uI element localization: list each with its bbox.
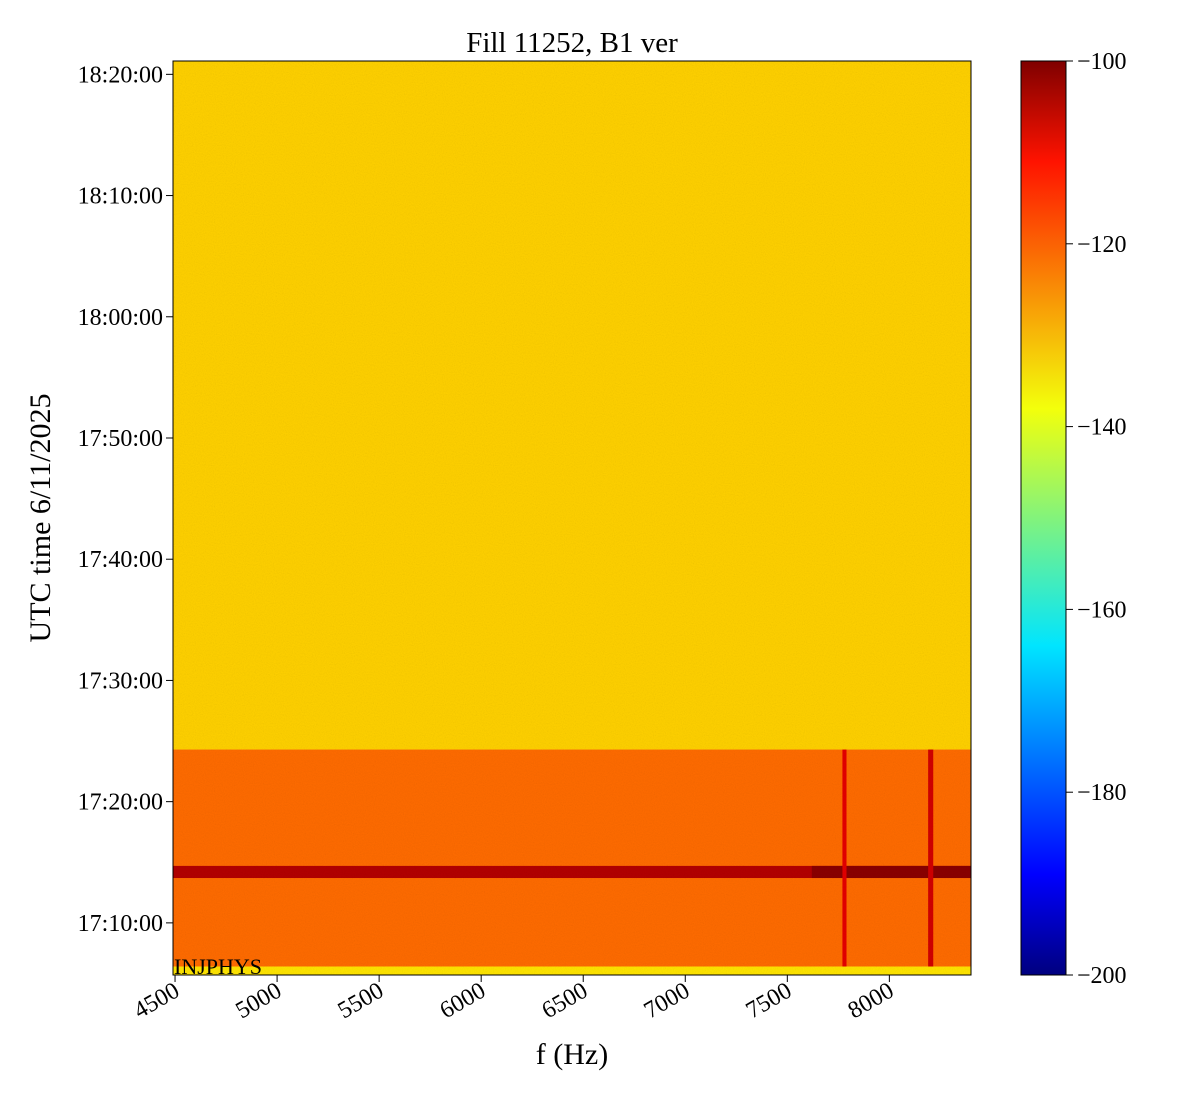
y-tick-label: 17:50:00 — [78, 426, 163, 452]
texture — [173, 61, 971, 975]
colorbar-tick-label: −180 — [1077, 780, 1127, 806]
x-axis-label: f (Hz) — [536, 1038, 608, 1071]
colorbar-tick-label: −200 — [1077, 963, 1127, 989]
colorbar-tick-label: −120 — [1077, 232, 1127, 258]
y-tick-label: 17:20:00 — [78, 790, 163, 816]
colorbar-tick-label: −100 — [1077, 49, 1127, 75]
y-axis-label: UTC time 6/11/2025 — [24, 394, 57, 643]
y-tick-label: 17:40:00 — [78, 547, 163, 573]
x-tick-label: 5500 — [334, 978, 389, 1025]
y-tick-label: 18:10:00 — [78, 184, 163, 210]
y-tick-label: 18:00:00 — [78, 305, 163, 331]
colorbar-tick-label: −140 — [1077, 415, 1127, 441]
x-tick-label: 7000 — [640, 978, 695, 1025]
x-tick-label: 5000 — [232, 978, 287, 1025]
x-tick-label: 4500 — [129, 978, 184, 1025]
x-tick-label: 6000 — [436, 978, 491, 1025]
x-tick-label: 6500 — [538, 978, 593, 1025]
colorbar-tick-label: −160 — [1077, 597, 1127, 623]
x-tick-label: 8000 — [844, 978, 899, 1025]
y-tick-label: 18:20:00 — [78, 62, 163, 88]
chart-title: Fill 11252, B1 ver — [466, 27, 678, 59]
annotation: INJPHYS — [174, 954, 262, 979]
y-tick-label: 17:10:00 — [78, 911, 163, 937]
plot-frame — [172, 60, 972, 976]
y-tick-label: 17:30:00 — [78, 668, 163, 694]
x-tick-label: 7500 — [742, 978, 797, 1025]
colorbar — [1020, 60, 1067, 976]
